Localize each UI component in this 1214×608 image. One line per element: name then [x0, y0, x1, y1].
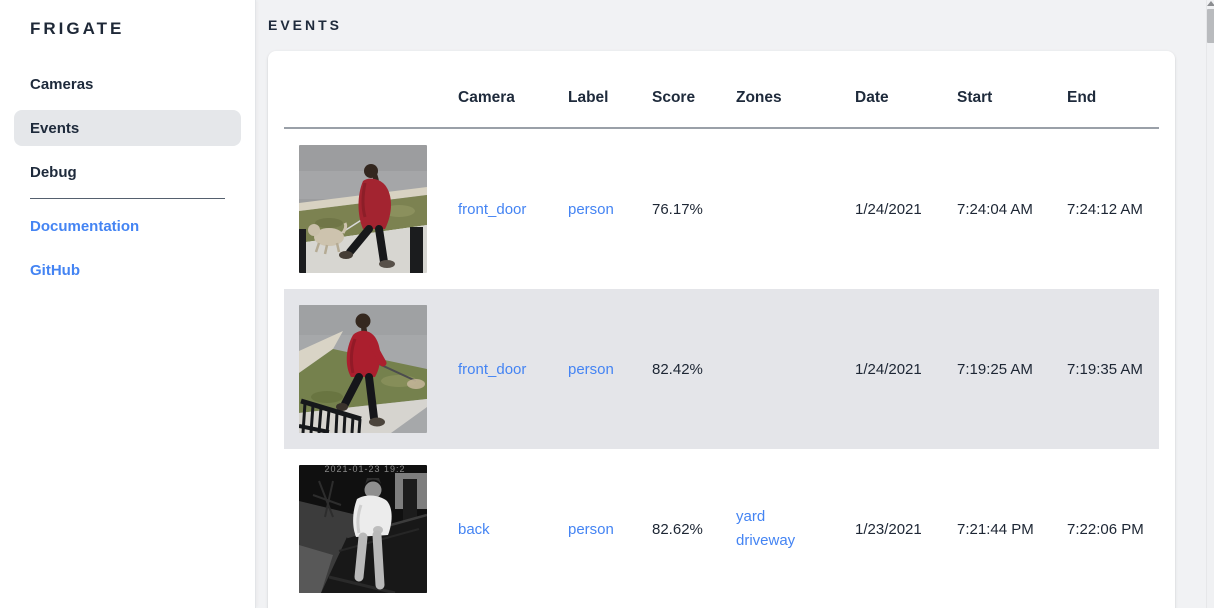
scrollbar-thumb[interactable]: [1207, 9, 1214, 43]
app-logo: FRIGATE: [30, 19, 125, 38]
camera-cell: back: [443, 449, 553, 608]
thumbnail-cell: 2021-01-23 19:2: [284, 449, 443, 608]
score-cell: 76.17%: [652, 200, 703, 218]
label-link[interactable]: person: [568, 520, 614, 538]
label-cell: person: [553, 128, 637, 289]
column-header-thumbnail: [284, 51, 443, 129]
sidebar-item-events[interactable]: Events: [14, 110, 241, 146]
table-header-row: Camera Label Score Zones Date Start End: [284, 51, 1159, 129]
column-header-label: Label: [553, 51, 637, 129]
sidebar-link-label: Documentation: [30, 217, 140, 235]
camera-cell: front_door: [443, 289, 553, 449]
start-cell: 7:19:25 AM: [942, 289, 1052, 449]
camera-link[interactable]: back: [458, 520, 490, 538]
event-thumbnail[interactable]: 2021-01-23 19:2: [299, 465, 427, 593]
sidebar-link-github[interactable]: GitHub: [14, 252, 241, 288]
event-row[interactable]: front_door person 82.42% 1/24/2021 7:19:…: [284, 289, 1159, 449]
date-cell: 1/24/2021: [855, 200, 922, 218]
label-cell: person: [553, 289, 637, 449]
zones-cell: [721, 128, 840, 289]
camera-cell: front_door: [443, 128, 553, 289]
column-header-zones: Zones: [721, 51, 840, 129]
end-cell: 7:22:06 PM: [1067, 520, 1144, 538]
sidebar-item-cameras[interactable]: Cameras: [14, 66, 241, 102]
camera-link[interactable]: front_door: [458, 200, 527, 218]
start-cell: 7:24:04 AM: [957, 200, 1033, 218]
column-header-start: Start: [942, 51, 1052, 129]
thumbnail-cell: [284, 128, 443, 289]
date-cell: 1/23/2021: [855, 520, 922, 538]
sidebar-item-label: Cameras: [30, 75, 94, 93]
sidebar-nav: Cameras Events Debug Documentation GitHu…: [0, 56, 255, 288]
end-cell: 7:19:35 AM: [1052, 289, 1159, 449]
event-row[interactable]: 2021-01-23 19:2 back person 82.62% yard: [284, 449, 1159, 608]
sidebar-item-debug[interactable]: Debug: [14, 154, 241, 190]
sidebar-link-label: GitHub: [30, 261, 80, 279]
sidebar-item-label: Events: [30, 119, 80, 137]
label-cell: person: [553, 449, 637, 608]
thumbnail-timestamp: 2021-01-23 19:2: [324, 465, 405, 474]
events-table: Camera Label Score Zones Date Start End: [284, 51, 1159, 608]
events-card: Camera Label Score Zones Date Start End: [268, 51, 1175, 608]
column-header-camera: Camera: [443, 51, 553, 129]
page-scrollbar[interactable]: [1206, 0, 1214, 608]
thumbnail-cell: [284, 289, 443, 449]
end-cell: 7:24:12 AM: [1067, 200, 1143, 218]
zone-link-driveway[interactable]: driveway: [736, 532, 796, 549]
column-header-date: Date: [840, 51, 942, 129]
sidebar-link-documentation[interactable]: Documentation: [14, 208, 241, 244]
label-link[interactable]: person: [568, 360, 614, 378]
date-cell: 1/24/2021: [840, 289, 942, 449]
zones-cell: yard driveway: [721, 449, 840, 608]
score-cell: 82.62%: [652, 520, 703, 538]
event-thumbnail[interactable]: [299, 305, 427, 433]
event-thumbnail[interactable]: [299, 145, 427, 273]
event-row[interactable]: front_door person 76.17% 1/24/2021 7:24:…: [284, 128, 1159, 289]
page-title: EVENTS: [268, 17, 343, 33]
sidebar: FRIGATE Cameras Events Debug Documentati…: [0, 0, 256, 608]
label-link[interactable]: person: [568, 200, 614, 218]
sidebar-divider: [30, 198, 225, 199]
score-cell: 82.42%: [637, 289, 721, 449]
zones-cell: [721, 289, 840, 449]
column-header-score: Score: [637, 51, 721, 129]
zone-link-yard[interactable]: yard: [736, 508, 766, 525]
scrollbar-up-arrow-icon[interactable]: [1207, 1, 1214, 6]
column-header-end: End: [1052, 51, 1159, 129]
main-content: EVENTS Camera Label Score Zones Date Sta…: [256, 0, 1214, 608]
camera-link[interactable]: front_door: [458, 360, 527, 378]
sidebar-item-label: Debug: [30, 163, 77, 181]
start-cell: 7:21:44 PM: [957, 520, 1034, 538]
